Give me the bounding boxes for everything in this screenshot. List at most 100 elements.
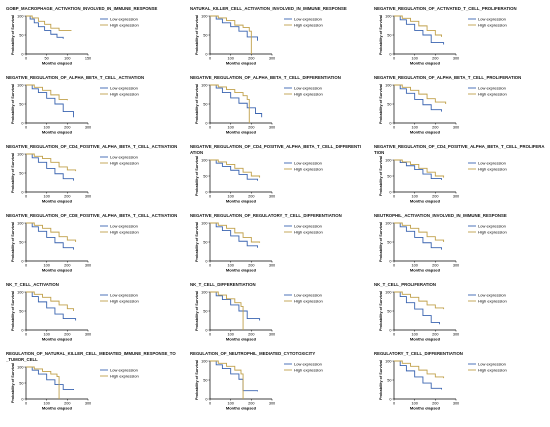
y-axis-label: Probability of Survival: [11, 84, 15, 124]
x-axis-label: Months elapsed: [226, 337, 257, 342]
km-panel: NEGATIVE_REGULATION_OF_ALPHA_BETA_T_CELL…: [6, 75, 144, 135]
x-tick-label: 100: [64, 57, 70, 61]
x-tick-label: 100: [227, 126, 233, 130]
km-curve-high: [394, 15, 442, 37]
km-curve-low: [394, 159, 442, 180]
x-tick-label: 0: [209, 264, 211, 268]
x-tick-label: 300: [269, 402, 275, 406]
x-axis-label: Months elapsed: [226, 61, 257, 66]
y-tick-label: 50: [203, 102, 207, 106]
x-tick-label: 0: [25, 195, 27, 199]
km-curve-low: [26, 222, 74, 250]
y-axis-label: Probability of Survival: [11, 363, 15, 403]
y-axis-label: Probability of Survival: [379, 360, 383, 400]
km-panel: NEGATIVE_REGULATION_OF_CD4_POSITIVE_ALPH…: [6, 144, 177, 204]
y-tick-label: 0: [389, 121, 391, 125]
km-panel: NEGATIVE_REGULATION_OF_ALPHA_BETA_T_CELL…: [190, 75, 341, 135]
y-tick-label: 50: [19, 309, 23, 313]
x-tick-label: 200: [64, 333, 70, 337]
x-tick-label: 0: [393, 195, 395, 199]
x-axis-label: Months elapsed: [226, 199, 257, 204]
km-panel: REGULATORY_T_CELL_DIFFERENTIATION 0 50 100 0…: [374, 351, 507, 411]
x-tick-label: 0: [25, 264, 27, 268]
x-tick-label: 0: [393, 57, 395, 61]
x-tick-label: 100: [411, 57, 417, 61]
x-axis-label: Months elapsed: [42, 61, 73, 66]
km-curve-low: [26, 153, 74, 181]
x-axis-label: Months elapsed: [410, 268, 441, 273]
y-axis-label: Probability of Survival: [379, 291, 383, 331]
panel-title: REGULATORY_T_CELL_DIFFERENTIATION: [374, 351, 463, 356]
km-curve-high: [394, 84, 447, 104]
y-tick-label: 0: [21, 328, 23, 332]
x-tick-label: 200: [64, 195, 70, 199]
y-tick-label: 50: [19, 102, 23, 106]
x-tick-label: 100: [43, 195, 49, 199]
y-axis-label: Probability of Survival: [195, 360, 199, 400]
legend-label-high: High expression: [478, 229, 507, 234]
y-tick-label: 50: [203, 33, 207, 37]
km-curve-low: [210, 15, 258, 41]
x-tick-label: 100: [227, 264, 233, 268]
x-tick-label: 300: [85, 195, 91, 199]
x-tick-label: 200: [248, 57, 254, 61]
x-tick-label: 0: [393, 264, 395, 268]
y-tick-label: 0: [389, 259, 391, 263]
km-curve-low: [26, 84, 74, 118]
km-panel: NK_T_CELL_PROLIFERATION 0 50 100 0 100 200 300 M…: [374, 282, 507, 342]
y-tick-label: 50: [19, 381, 23, 385]
y-tick-label: 0: [205, 121, 207, 125]
x-tick-label: 200: [432, 195, 438, 199]
km-curve-low: [394, 84, 442, 112]
km-panel: NEUTROPHIL_ACTIVATION_INVOLVED_IN_IMMUNE…: [374, 213, 507, 273]
y-tick-label: 0: [21, 52, 23, 56]
km-curve-low: [210, 222, 258, 248]
y-tick-label: 100: [17, 365, 23, 369]
legend-label-high: High expression: [110, 22, 139, 27]
x-tick-label: 200: [432, 57, 438, 61]
y-tick-label: 100: [201, 221, 207, 225]
panel-title: NEGATIVE_REGULATION_OF_CD4_POSITIVE_ALPH…: [190, 144, 361, 149]
km-curve-high: [26, 291, 74, 311]
legend-label-high: High expression: [478, 298, 507, 303]
x-axis-label: Months elapsed: [226, 130, 257, 135]
legend-label-low: Low expression: [478, 361, 506, 366]
y-axis-label: Probability of Survival: [195, 84, 199, 124]
panel-title: NK_T_CELL_ACTIVATION: [6, 282, 59, 287]
km-curve-low: [394, 222, 442, 250]
y-tick-label: 50: [203, 174, 207, 178]
x-tick-label: 100: [411, 126, 417, 130]
x-tick-label: 200: [248, 195, 254, 199]
y-axis-label: Probability of Survival: [379, 222, 383, 262]
y-tick-label: 0: [389, 190, 391, 194]
legend-label-low: Low expression: [110, 154, 138, 159]
km-panel: NEGATIVE_REGULATION_OF_CD4_POSITIVE_ALPH…: [374, 144, 544, 204]
y-tick-label: 100: [201, 158, 207, 162]
x-tick-label: 100: [43, 402, 49, 406]
panel-title: NEGATIVE_REGULATION_OF_CD8_POSITIVE_ALPH…: [6, 213, 177, 218]
x-tick-label: 300: [269, 126, 275, 130]
y-tick-label: 0: [205, 259, 207, 263]
x-tick-label: 200: [432, 126, 438, 130]
km-curve-high: [394, 291, 445, 310]
y-tick-label: 0: [21, 259, 23, 263]
panel-title: REGULATION_OF_NATURAL_KILLER_CELL_MEDIAT…: [6, 351, 176, 356]
legend-label-high: High expression: [478, 166, 507, 171]
y-axis-label: Probability of Survival: [11, 291, 15, 331]
x-axis-label: Months elapsed: [42, 268, 73, 273]
legend-label-high: High expression: [110, 298, 139, 303]
km-curve-low: [394, 15, 445, 45]
km-curve-low: [26, 291, 77, 321]
y-tick-label: 0: [205, 397, 207, 401]
km-curve-high: [26, 366, 60, 399]
y-axis-label: Probability of Survival: [11, 15, 15, 55]
x-tick-label: 100: [227, 333, 233, 337]
panel-title: NEGATIVE_REGULATION_OF_ACTIVATED_T_CELL_…: [374, 6, 517, 11]
legend-label-low: Low expression: [478, 160, 506, 165]
km-panel: NK_T_CELL_ACTIVATION 0 50 100 0 100 200 300 Mont…: [6, 282, 139, 342]
y-tick-label: 100: [201, 359, 207, 363]
x-tick-label: 100: [227, 195, 233, 199]
legend-label-high: High expression: [110, 91, 139, 96]
panel-title: TION: [374, 150, 384, 155]
x-axis-label: Months elapsed: [42, 199, 73, 204]
